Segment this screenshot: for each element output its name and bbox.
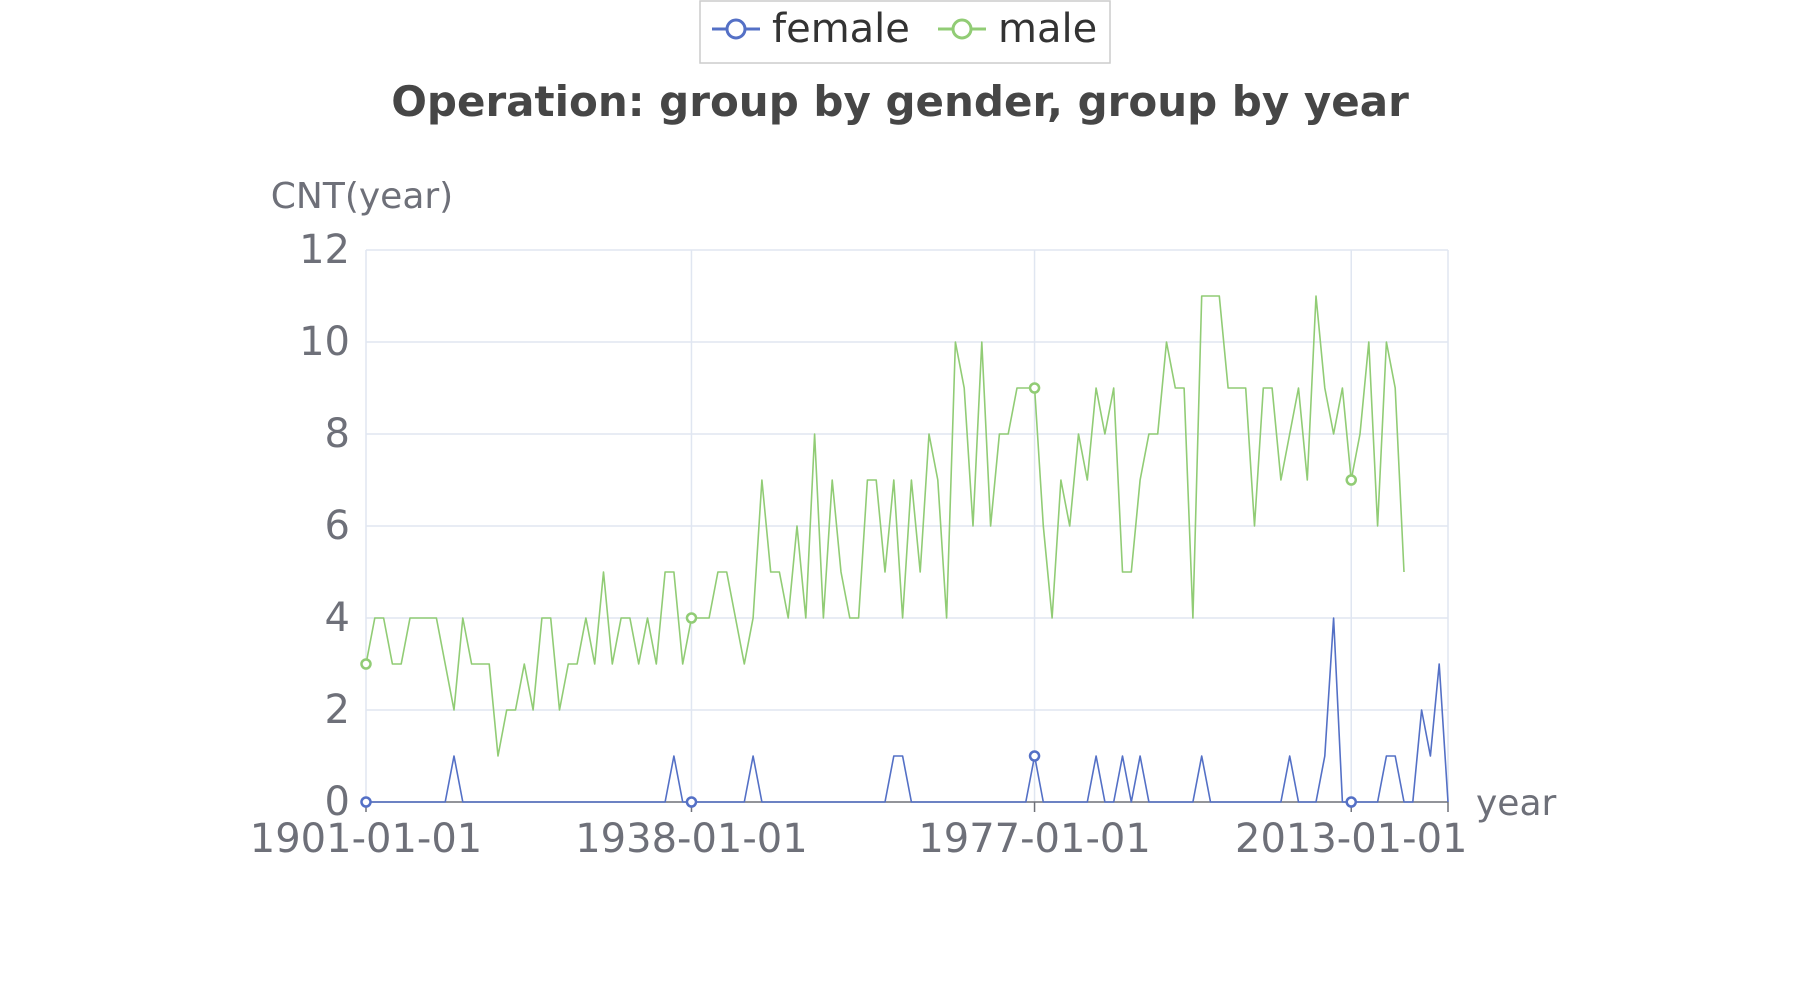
- legend-female-marker-icon: [725, 18, 747, 40]
- legend-item-male[interactable]: male: [938, 6, 1097, 52]
- chart-title: Operation: group by gender, group by yea…: [391, 77, 1409, 126]
- y-tick-label: 0: [325, 779, 350, 825]
- series-layer: [360, 295, 1449, 808]
- legend-item-female[interactable]: female: [712, 6, 910, 52]
- x-tick-label: 2013-01-01: [1235, 816, 1467, 862]
- series-line-male: [365, 295, 1405, 757]
- y-tick-label: 10: [299, 319, 350, 365]
- y-tick-label: 12: [299, 227, 350, 273]
- legend-label-female: female: [772, 6, 910, 52]
- y-tick-label: 6: [325, 503, 350, 549]
- grid: [365, 249, 1449, 802]
- data-point-male[interactable]: [1028, 382, 1041, 394]
- data-point-male[interactable]: [1345, 474, 1357, 486]
- data-point-female[interactable]: [685, 796, 698, 808]
- data-point-male[interactable]: [685, 612, 698, 624]
- data-point-female[interactable]: [360, 796, 372, 808]
- legend-male-marker-icon: [951, 18, 973, 40]
- x-axis-title: year: [1476, 783, 1557, 824]
- data-point-female[interactable]: [1345, 796, 1357, 808]
- x-tick-label: 1901-01-01: [250, 816, 482, 862]
- series-line-female: [366, 617, 1449, 803]
- series-male: [360, 295, 1405, 757]
- legend-box: [699, 0, 1111, 64]
- y-axis-title: CNT(year): [271, 176, 453, 217]
- axes: 0 2 4 6 8 10 12 1901-01-01 1938-01-01 1977-01-01 2…: [250, 227, 1468, 862]
- x-tick-label: 1977-01-01: [918, 816, 1150, 862]
- y-tick-label: 2: [325, 687, 350, 733]
- legend: female male: [699, 0, 1111, 64]
- legend-label-male: male: [998, 6, 1097, 52]
- y-tick-label: 8: [325, 411, 350, 457]
- y-tick-label: 4: [325, 595, 350, 641]
- series-female: [360, 617, 1449, 808]
- data-point-male[interactable]: [360, 658, 372, 670]
- x-tick-label: 1938-01-01: [575, 816, 807, 862]
- data-point-female[interactable]: [1028, 750, 1041, 762]
